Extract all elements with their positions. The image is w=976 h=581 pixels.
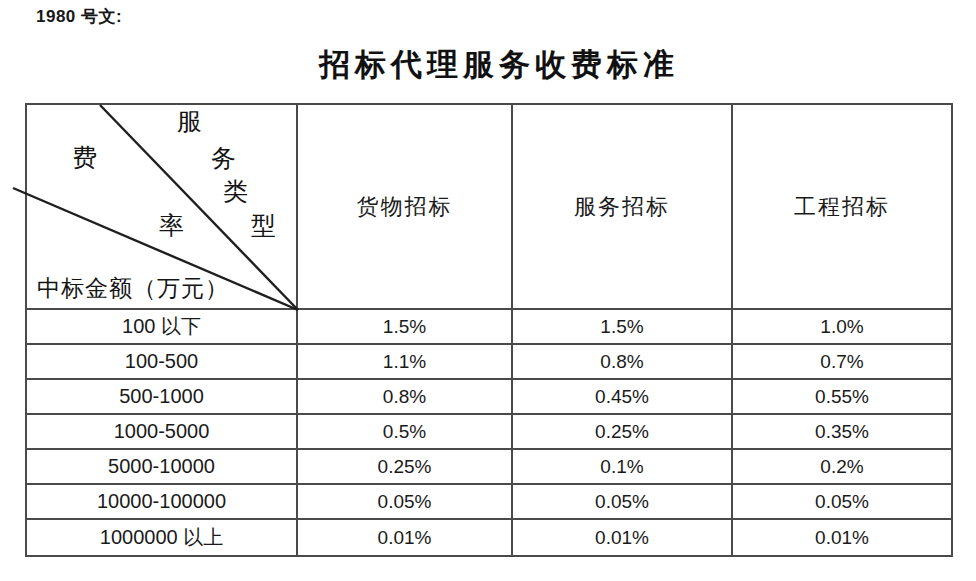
rate-cell: 0.7% <box>733 345 951 380</box>
doc-ref-label: 1980 号文: <box>36 5 122 28</box>
rate-cell: 0.05% <box>298 485 513 520</box>
rate-cell: 1.1% <box>298 345 513 380</box>
column-header-goods: 货物招标 <box>298 105 513 310</box>
rate-cell: 0.25% <box>513 415 733 450</box>
row-range-cell: 100 以下 <box>27 310 298 345</box>
rate-cell: 0.01% <box>513 520 733 555</box>
fee-standard-table: 费 率 服 务 类 型 中标金额（万元） 货物招标 服务招标 工程招标 100 … <box>25 103 953 557</box>
column-header-works: 工程招标 <box>733 105 951 310</box>
service-type-char: 类 <box>223 179 248 204</box>
service-type-char: 服 <box>177 109 202 134</box>
rate-cell: 0.8% <box>298 380 513 415</box>
fee-rate-char: 费 <box>72 145 97 170</box>
rate-cell: 0.5% <box>298 415 513 450</box>
service-type-char: 型 <box>251 213 276 238</box>
rate-cell: 0.1% <box>513 450 733 485</box>
row-range-cell: 100-500 <box>27 345 298 380</box>
rate-cell: 0.05% <box>733 485 951 520</box>
column-header-services: 服务招标 <box>513 105 733 310</box>
page-title: 招标代理服务收费标准 <box>0 44 976 86</box>
corner-header-cell: 费 率 服 务 类 型 中标金额（万元） <box>27 105 298 310</box>
rate-cell: 0.8% <box>513 345 733 380</box>
rate-cell: 1.5% <box>513 310 733 345</box>
row-range-cell: 1000-5000 <box>27 415 298 450</box>
rate-cell: 0.35% <box>733 415 951 450</box>
rate-cell: 0.25% <box>298 450 513 485</box>
rate-cell: 0.01% <box>298 520 513 555</box>
row-range-cell: 5000-10000 <box>27 450 298 485</box>
rate-cell: 1.5% <box>298 310 513 345</box>
row-range-cell: 1000000 以上 <box>27 520 298 555</box>
row-range-cell: 500-1000 <box>27 380 298 415</box>
document-page: { "colors": { "background": "#ffffff", "… <box>0 0 976 581</box>
rate-cell: 1.0% <box>733 310 951 345</box>
service-type-char: 务 <box>211 146 236 171</box>
rate-cell: 0.55% <box>733 380 951 415</box>
rate-cell: 0.2% <box>733 450 951 485</box>
fee-rate-char: 率 <box>159 213 184 238</box>
rate-cell: 0.05% <box>513 485 733 520</box>
amount-axis-label: 中标金额（万元） <box>37 277 229 300</box>
rate-cell: 0.01% <box>733 520 951 555</box>
row-range-cell: 10000-100000 <box>27 485 298 520</box>
rate-cell: 0.45% <box>513 380 733 415</box>
